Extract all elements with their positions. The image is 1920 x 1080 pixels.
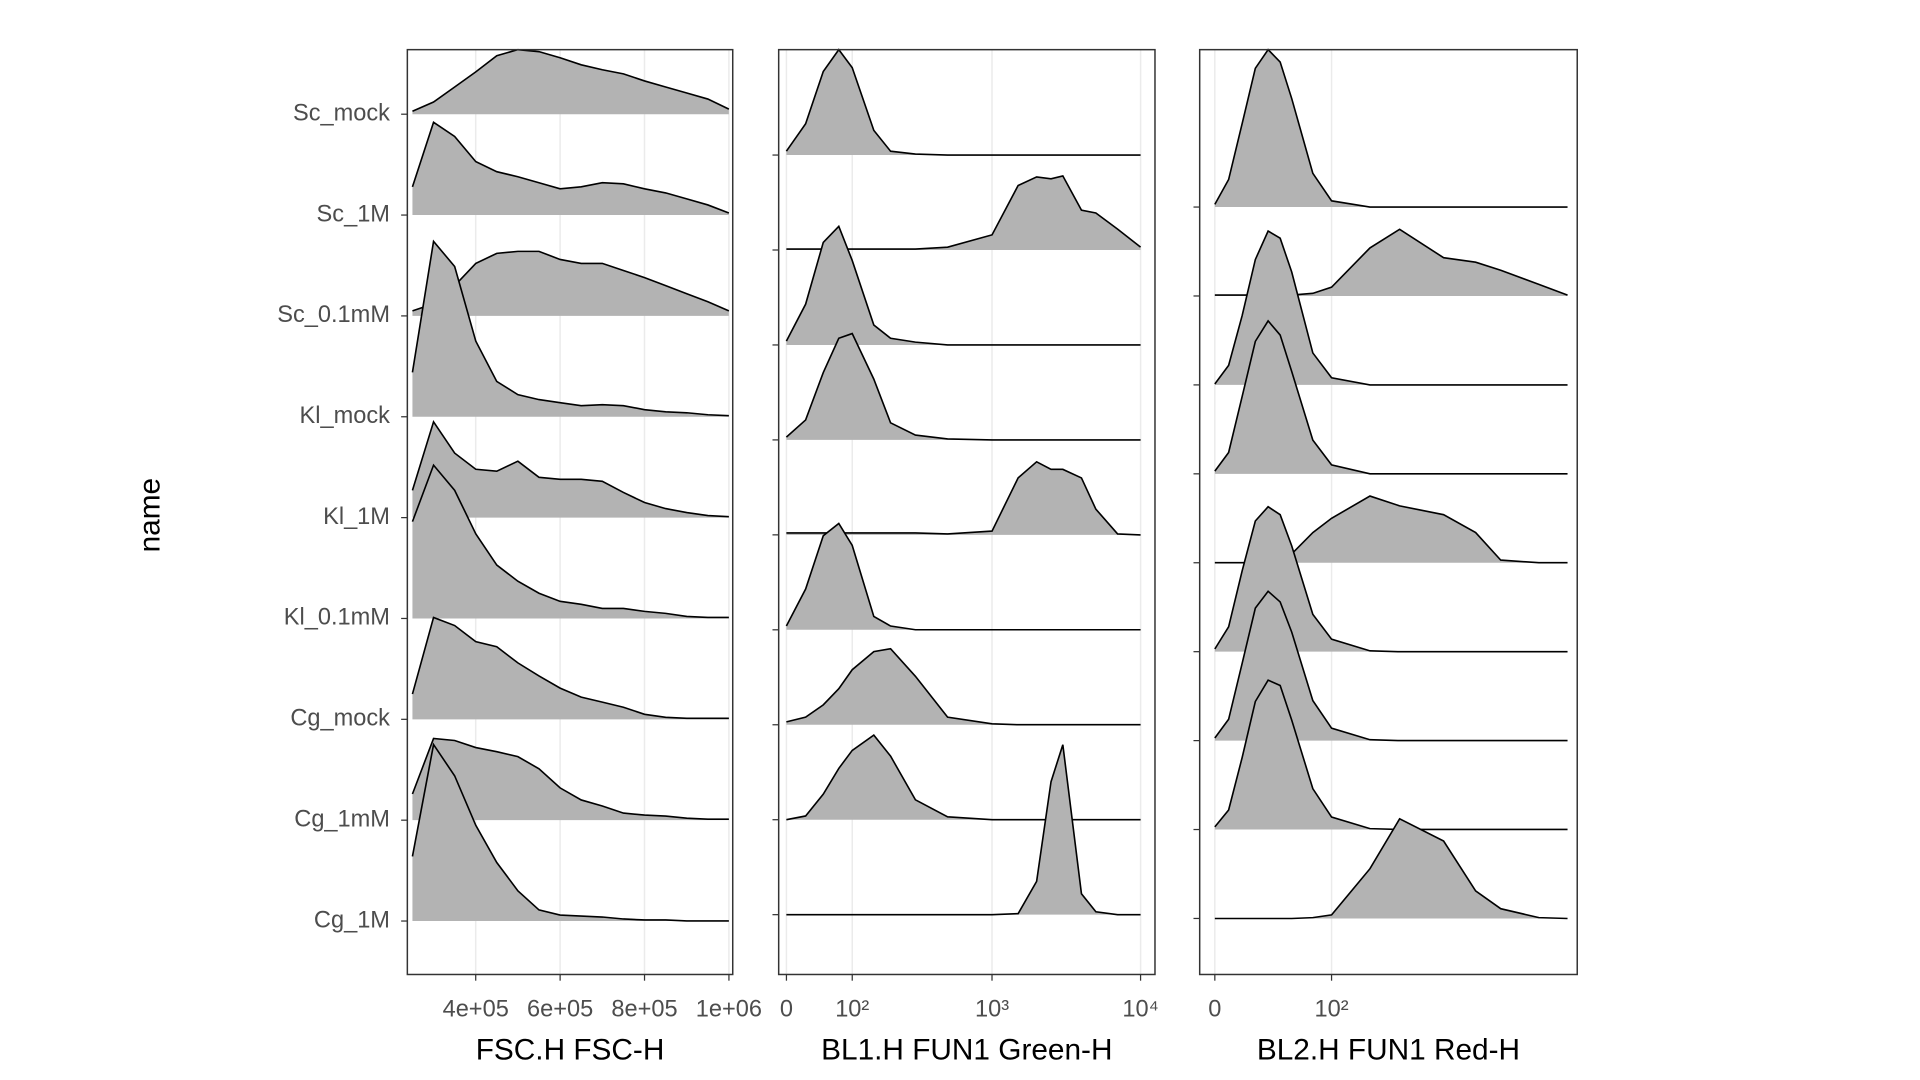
y-tick-label: Sc_0.1mM [277, 301, 390, 327]
ridge-line [412, 48, 730, 112]
ridge-area [786, 333, 1141, 440]
ridge-line [1214, 319, 1568, 475]
x-tick-label: 10⁴ [1122, 996, 1158, 1022]
ridge-line [1214, 590, 1568, 742]
panel-border [1198, 48, 1578, 976]
ridge-area [1214, 229, 1568, 296]
ridge-line [411, 742, 729, 922]
x-axis-title: BL1.H FUN1 Green-H [821, 1033, 1112, 1066]
ridge-line [786, 647, 1141, 726]
ridge-line [1214, 817, 1568, 920]
ridge-line [1214, 679, 1568, 831]
ridge-area [1214, 231, 1568, 385]
ridge-area [412, 122, 729, 216]
ridge-area [786, 744, 1141, 915]
x-tick-label: 0 [780, 996, 793, 1022]
ridge-line [785, 522, 1141, 631]
panel-border [406, 48, 734, 976]
ridge-line [1214, 505, 1568, 653]
y-tick-label: Cg_1mM [294, 805, 390, 831]
x-axis-title: BL2.H FUN1 Red-H [1257, 1033, 1520, 1066]
x-tick-label: 10² [1315, 996, 1349, 1022]
ridge-line [412, 250, 730, 312]
ridge-area [1214, 496, 1568, 563]
x-tick-label: 6e+05 [527, 996, 593, 1022]
ridge-area [412, 251, 729, 316]
y-axis-title: name [133, 478, 166, 552]
y-tick-label: Kl_mock [300, 402, 391, 428]
y-tick-label: Sc_mock [293, 99, 390, 125]
x-tick-label: 1e+06 [696, 996, 762, 1022]
y-tick-label: Sc_1M [317, 200, 390, 226]
ridge-line [785, 48, 1141, 156]
ridge-line [411, 616, 729, 720]
ridge-line [1214, 48, 1568, 208]
ridge-area [786, 49, 1141, 156]
ridge-area [786, 461, 1141, 535]
x-axis-title: FSC.H FSC-H [476, 1033, 665, 1066]
ridge-area [1214, 49, 1568, 208]
ridge-line [411, 463, 729, 619]
ridge-line [411, 419, 729, 518]
ridge-line [411, 239, 729, 417]
ridge-area [412, 465, 729, 619]
ridge-line [411, 121, 730, 214]
ridge-area [786, 175, 1141, 251]
ridge-area [786, 523, 1141, 630]
ridge-area [1214, 680, 1568, 830]
ridge-area [412, 744, 729, 922]
x-tick-label: 10² [835, 996, 869, 1022]
ridge-area [1214, 591, 1568, 741]
ridge-area [412, 738, 729, 821]
ridge-area [786, 648, 1141, 725]
y-tick-label: Cg_1M [314, 906, 390, 932]
ridge-line [785, 224, 1141, 346]
ridge-line [411, 737, 729, 820]
x-tick-label: 4e+05 [443, 996, 509, 1022]
y-tick-label: Cg_mock [290, 705, 390, 731]
ridge-area [1214, 320, 1568, 474]
x-tick-label: 10³ [975, 996, 1009, 1022]
ridge-line [1214, 229, 1568, 386]
ridge-area [412, 617, 729, 720]
ridge-area [412, 49, 729, 115]
ridge-area [786, 735, 1141, 820]
panel-border [777, 48, 1156, 976]
x-tick-label: 0 [1208, 996, 1221, 1022]
x-tick-label: 8e+05 [611, 996, 677, 1022]
ridge-line [785, 332, 1141, 441]
ridge-area [1214, 506, 1568, 652]
y-tick-label: Kl_0.1mM [284, 604, 390, 630]
ridge-area [786, 226, 1141, 345]
ridge-area [412, 421, 729, 518]
ridge-line [786, 734, 1141, 821]
ridge-line [786, 744, 1141, 916]
y-tick-label: Kl_1M [323, 503, 390, 529]
